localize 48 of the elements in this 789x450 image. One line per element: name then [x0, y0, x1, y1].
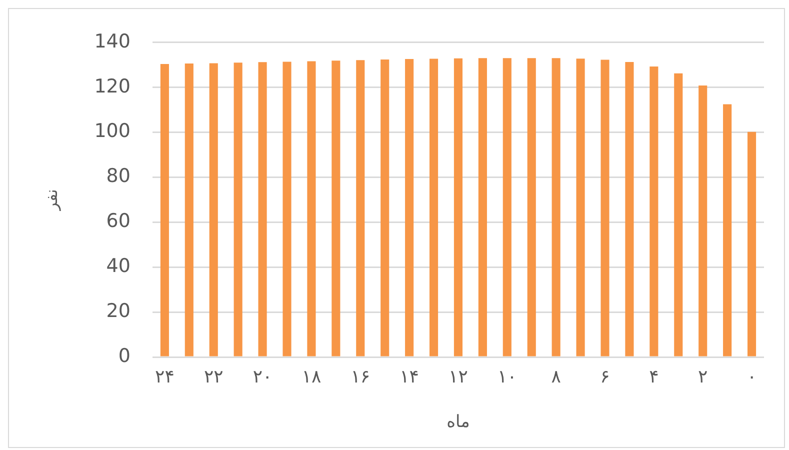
x-tick-label: ۱۴ — [400, 366, 419, 388]
bar — [356, 60, 365, 356]
bar — [282, 62, 292, 356]
bar — [527, 58, 536, 356]
bar — [625, 62, 634, 356]
bar — [307, 61, 316, 356]
bar — [698, 86, 708, 356]
bar — [650, 66, 658, 356]
bar — [405, 59, 414, 356]
x-tick-label: ۱۲ — [448, 366, 468, 388]
x-tick-label: ۴ — [649, 366, 659, 388]
bar — [478, 58, 487, 356]
x-tick-label: ۲ — [698, 366, 708, 388]
bar — [723, 104, 732, 356]
bar — [552, 58, 560, 356]
x-tick-label: ۲۴ — [155, 366, 174, 388]
x-tick-label: ۲۰ — [252, 366, 272, 388]
y-tick-label: 40 — [106, 255, 130, 278]
bar — [600, 60, 610, 356]
bar — [747, 132, 756, 356]
x-axis-title: ماه — [446, 412, 470, 432]
y-tick-label: 120 — [94, 75, 130, 98]
x-tick-label: ۱۰ — [497, 366, 517, 388]
y-tick-label: 140 — [94, 30, 130, 52]
x-tick-label: ۲۲ — [204, 366, 224, 388]
y-tick-label: 60 — [106, 210, 130, 232]
x-tick-label: ۸ — [551, 366, 562, 388]
y-tick-label: 0 — [118, 344, 130, 367]
bar — [332, 60, 340, 356]
y-axis-title: نفر — [42, 189, 61, 212]
bar — [674, 73, 683, 356]
x-tick-label: ۱۸ — [302, 366, 322, 388]
bar — [429, 58, 438, 356]
bar — [258, 62, 267, 356]
bar — [234, 62, 242, 356]
x-tick-label: ۶ — [600, 366, 610, 388]
x-tick-label: ۱۶ — [350, 366, 370, 388]
bar — [454, 58, 463, 356]
y-tick-label: 20 — [106, 300, 130, 322]
y-tick-label: 80 — [106, 165, 130, 188]
y-tick-label: 100 — [94, 120, 130, 142]
bar — [576, 58, 585, 356]
bar — [502, 58, 512, 356]
x-tick-label: ۰ — [746, 366, 757, 388]
bar — [209, 63, 218, 356]
bar — [160, 64, 169, 356]
bar — [380, 59, 390, 356]
bar — [184, 64, 194, 356]
